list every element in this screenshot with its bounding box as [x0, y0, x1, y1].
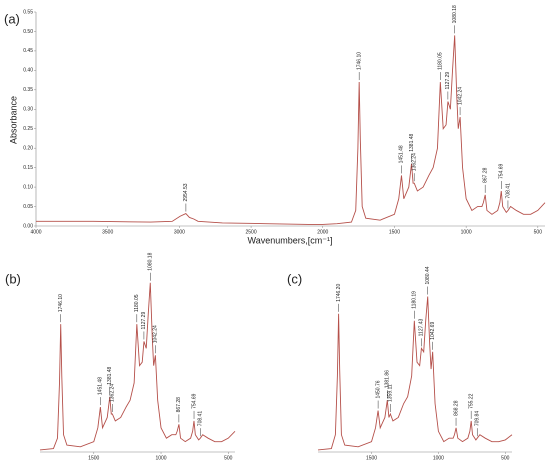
peak-label: 1362.24 [412, 153, 418, 171]
y-tick-label: 0.40 [23, 68, 33, 74]
peak-label: 1451.48 [98, 377, 104, 395]
peak-label: 1042.24 [153, 325, 159, 343]
x-tick-label: 500 [534, 229, 543, 235]
x-tick-label: 1500 [88, 455, 99, 461]
spectrum-line [39, 282, 236, 451]
peak-label: 1080.18 [148, 252, 154, 270]
x-tick-label: 3500 [102, 229, 113, 235]
panel-label: (b) [5, 271, 21, 286]
peak-label: 1127.29 [445, 72, 451, 90]
peak-label: 1042.24 [457, 87, 463, 105]
peak-label: 708.41 [198, 411, 204, 427]
peak-label: 708.41 [505, 183, 511, 199]
peak-label: 1362.24 [110, 384, 116, 402]
peak-label: 1450.76 [375, 380, 381, 398]
peak-label: 1746.10 [58, 294, 64, 312]
peak-label: 1451.48 [399, 145, 405, 163]
panel-label: (c) [287, 271, 302, 286]
y-tick-label: 0.35 [23, 87, 33, 93]
peak-label: 1080.18 [452, 5, 458, 23]
spectrum-line [36, 35, 546, 225]
peak-label: 755.22 [468, 393, 474, 409]
y-tick-label: 0.55 [23, 9, 33, 15]
peak-label: 754.69 [499, 163, 505, 179]
y-tick-label: 0.20 [23, 146, 33, 152]
y-tick-label: 0.00 [23, 223, 33, 229]
y-tick-label: 0.30 [23, 107, 33, 113]
y-tick-label: 0.15 [23, 165, 33, 171]
y-tick-label: 0.05 [23, 204, 33, 210]
x-tick-label: 1500 [389, 229, 400, 235]
x-tick-label: 2000 [317, 229, 328, 235]
x-tick-label: 500 [501, 455, 510, 461]
x-tick-label: 1500 [366, 455, 377, 461]
x-tick-label: 2500 [246, 229, 257, 235]
peak-label: 1127.43 [419, 318, 425, 336]
peak-label: 709.84 [475, 411, 481, 427]
peak-label: 2954.53 [183, 183, 189, 201]
peak-label: 1746.20 [336, 284, 342, 302]
x-axis-label: Wavenumbers,[cm⁻¹] [248, 235, 333, 245]
peak-label: 1359.11 [388, 384, 394, 402]
peak-label: 1180.05 [438, 52, 444, 70]
y-tick-label: 0.10 [23, 184, 33, 190]
peak-label: 1042.69 [430, 322, 436, 340]
x-tick-label: 3000 [174, 229, 185, 235]
x-tick-label: 4000 [30, 229, 41, 235]
spectrum-line [317, 296, 513, 451]
y-tick-label: 0.25 [23, 126, 33, 132]
peak-label: 754.69 [191, 393, 197, 409]
peak-label: 1180.19 [412, 291, 418, 309]
peak-label: 1746.10 [356, 52, 362, 70]
x-tick-label: 1000 [155, 455, 166, 461]
peak-label: 867.28 [176, 397, 182, 413]
peak-label: 1080.44 [425, 266, 431, 284]
peak-label: 1381.48 [107, 366, 113, 384]
peak-label: 1381.48 [409, 133, 415, 151]
y-tick-label: 0.50 [23, 29, 33, 35]
x-tick-label: 1000 [433, 455, 444, 461]
y-tick-label: 0.45 [23, 48, 33, 54]
peak-label: 1127.29 [141, 312, 147, 330]
panel-label: (a) [4, 11, 20, 26]
peak-label: 1381.86 [385, 370, 391, 388]
peak-label: 867.28 [482, 167, 488, 183]
x-tick-label: 500 [224, 455, 233, 461]
x-tick-label: 1000 [461, 229, 472, 235]
peak-label: 1180.05 [134, 294, 140, 312]
y-axis-label: Absorbance [8, 96, 18, 144]
peak-label: 868.28 [453, 400, 459, 416]
